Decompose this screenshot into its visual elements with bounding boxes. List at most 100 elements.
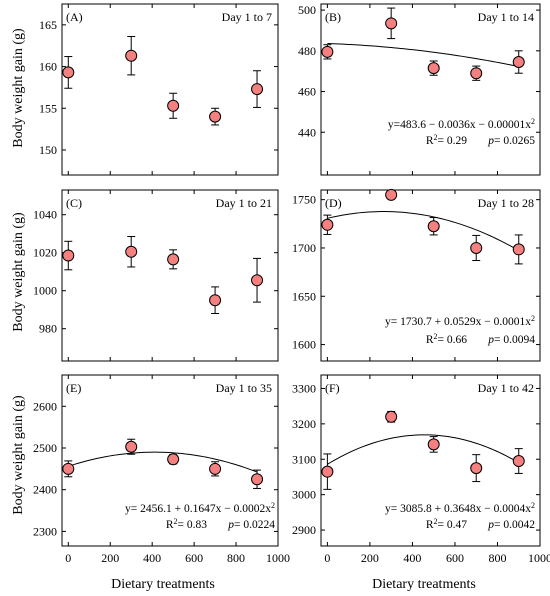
data-point — [62, 66, 75, 79]
data-point — [321, 45, 334, 58]
panels: (A) Day 1 to 7 150 155 160 165 (B) Day 1 to 14 4… — [33, 3, 550, 565]
x-tick-label: 200 — [101, 551, 119, 565]
y-tick-label: 150 — [39, 143, 57, 157]
panel-label: (F) — [325, 381, 340, 395]
y-tick-label: 155 — [39, 101, 57, 115]
period-label: Day 1 to 21 — [216, 196, 272, 210]
y-tick-label: 2900 — [292, 523, 316, 537]
data-point — [125, 245, 138, 258]
period-label: Day 1 to 35 — [216, 381, 272, 395]
data-point — [321, 465, 334, 478]
x-tick-label: 400 — [143, 551, 161, 565]
data-point — [385, 188, 398, 201]
x-axis-title-left: Dietary treatments — [111, 577, 215, 592]
period-label: Day 1 to 42 — [478, 381, 534, 395]
data-point — [62, 249, 75, 262]
y-axis-title-middle: Body weight gain (g) — [11, 212, 26, 332]
y-tick-label: 1020 — [33, 246, 57, 260]
data-point — [512, 243, 525, 256]
data-point — [62, 462, 75, 475]
plot-frame — [320, 374, 541, 547]
data-point — [512, 56, 525, 69]
x-tick-label: 0 — [65, 551, 71, 565]
panel-f: (F) Day 1 to 42 2900 3000 3100 3200 3300 0 200 40… — [292, 374, 550, 565]
panel-label: (C) — [66, 196, 82, 210]
period-label: Day 1 to 7 — [222, 10, 272, 24]
y-tick-label: 480 — [298, 44, 316, 58]
p-value-label: p= 0.0265 — [487, 135, 535, 147]
x-tick-label: 1000 — [528, 551, 550, 565]
fit-equation: y= 3085.8 + 0.3648x − 0.0004x2 — [385, 501, 535, 516]
r-squared-label: R2= 0.66 — [426, 332, 467, 347]
x-tick-label: 400 — [403, 551, 421, 565]
panel-c: (C) Day 1 to 21 980 1000 1020 1040 — [33, 189, 279, 362]
panel-label: (B) — [325, 10, 341, 24]
data-point — [321, 218, 334, 231]
y-tick-label: 3200 — [292, 417, 316, 431]
fit-equation: y= 2456.1 + 0.1647x − 0.0002x2 — [125, 501, 275, 516]
fit-equation: y= 1730.7 + 0.0529x − 0.0001x2 — [385, 314, 535, 329]
y-tick-label: 2500 — [33, 441, 57, 455]
p-value-label: p= 0.0094 — [487, 334, 535, 346]
panel-e: (E) Day 1 to 35 2300 2400 2500 2600 0 200 400 600… — [33, 374, 290, 565]
panel-label: (A) — [66, 10, 83, 24]
data-point — [209, 110, 222, 123]
x-tick-label: 600 — [446, 551, 464, 565]
period-label: Day 1 to 28 — [478, 196, 534, 210]
data-point — [167, 253, 180, 266]
r-squared-label: R2= 0.83 — [166, 517, 207, 532]
p-value-label: p= 0.0224 — [227, 519, 275, 531]
plot-frame — [61, 189, 279, 362]
fit-curve — [68, 451, 258, 473]
panel-label: (E) — [66, 381, 81, 395]
data-point — [251, 83, 264, 96]
y-axis-title-bottom: Body weight gain (g) — [11, 395, 26, 515]
y-tick-label: 980 — [39, 322, 57, 336]
panel-label: (D) — [325, 196, 342, 210]
plot-frame — [61, 374, 279, 547]
data-point — [512, 455, 525, 468]
y-tick-label: 3000 — [292, 488, 316, 502]
x-tick-label: 0 — [324, 551, 330, 565]
data-point — [125, 440, 138, 453]
plot-frame — [61, 3, 279, 176]
y-tick-label: 1600 — [292, 338, 316, 352]
y-tick-label: 165 — [39, 18, 57, 32]
r-squared-label: R2= 0.29 — [426, 133, 467, 148]
y-tick-label: 2400 — [33, 483, 57, 497]
data-point — [167, 453, 180, 466]
y-tick-label: 1040 — [33, 208, 57, 222]
p-value-label: p= 0.0042 — [487, 519, 535, 531]
fit-equation: y=483.6 − 0.0036x − 0.00001x2 — [388, 117, 535, 132]
y-tick-label: 500 — [298, 3, 316, 17]
y-tick-label: 1000 — [33, 284, 57, 298]
plot-frame — [320, 189, 541, 362]
data-point — [167, 99, 180, 112]
data-point — [385, 17, 398, 30]
data-point — [251, 473, 264, 486]
data-point — [470, 241, 483, 254]
data-point — [427, 220, 440, 233]
fit-curve — [327, 434, 519, 465]
data-point — [427, 62, 440, 75]
fit-curve — [327, 42, 519, 68]
y-tick-label: 2600 — [33, 399, 57, 413]
x-tick-label: 200 — [361, 551, 379, 565]
x-tick-label: 800 — [488, 551, 506, 565]
y-tick-label: 1650 — [292, 289, 316, 303]
period-label: Day 1 to 14 — [478, 10, 534, 24]
y-tick-label: 1700 — [292, 241, 316, 255]
data-point — [385, 410, 398, 423]
panel-d: (D) Day 1 to 28 1600 1650 1700 1750 y= 1730.7 … — [292, 188, 541, 362]
panel-a: (A) Day 1 to 7 150 155 160 165 — [39, 3, 279, 176]
data-point — [470, 462, 483, 475]
x-tick-label: 1000 — [266, 551, 290, 565]
data-point — [209, 462, 222, 475]
r-squared-label: R2= 0.47 — [426, 517, 467, 532]
y-tick-label: 3100 — [292, 452, 316, 466]
panel-b: (B) Day 1 to 14 440 460 480 500 y=483.6 − 0.00… — [298, 3, 541, 176]
data-point — [470, 67, 483, 80]
x-tick-label: 800 — [227, 551, 245, 565]
plot-frame — [320, 3, 541, 176]
